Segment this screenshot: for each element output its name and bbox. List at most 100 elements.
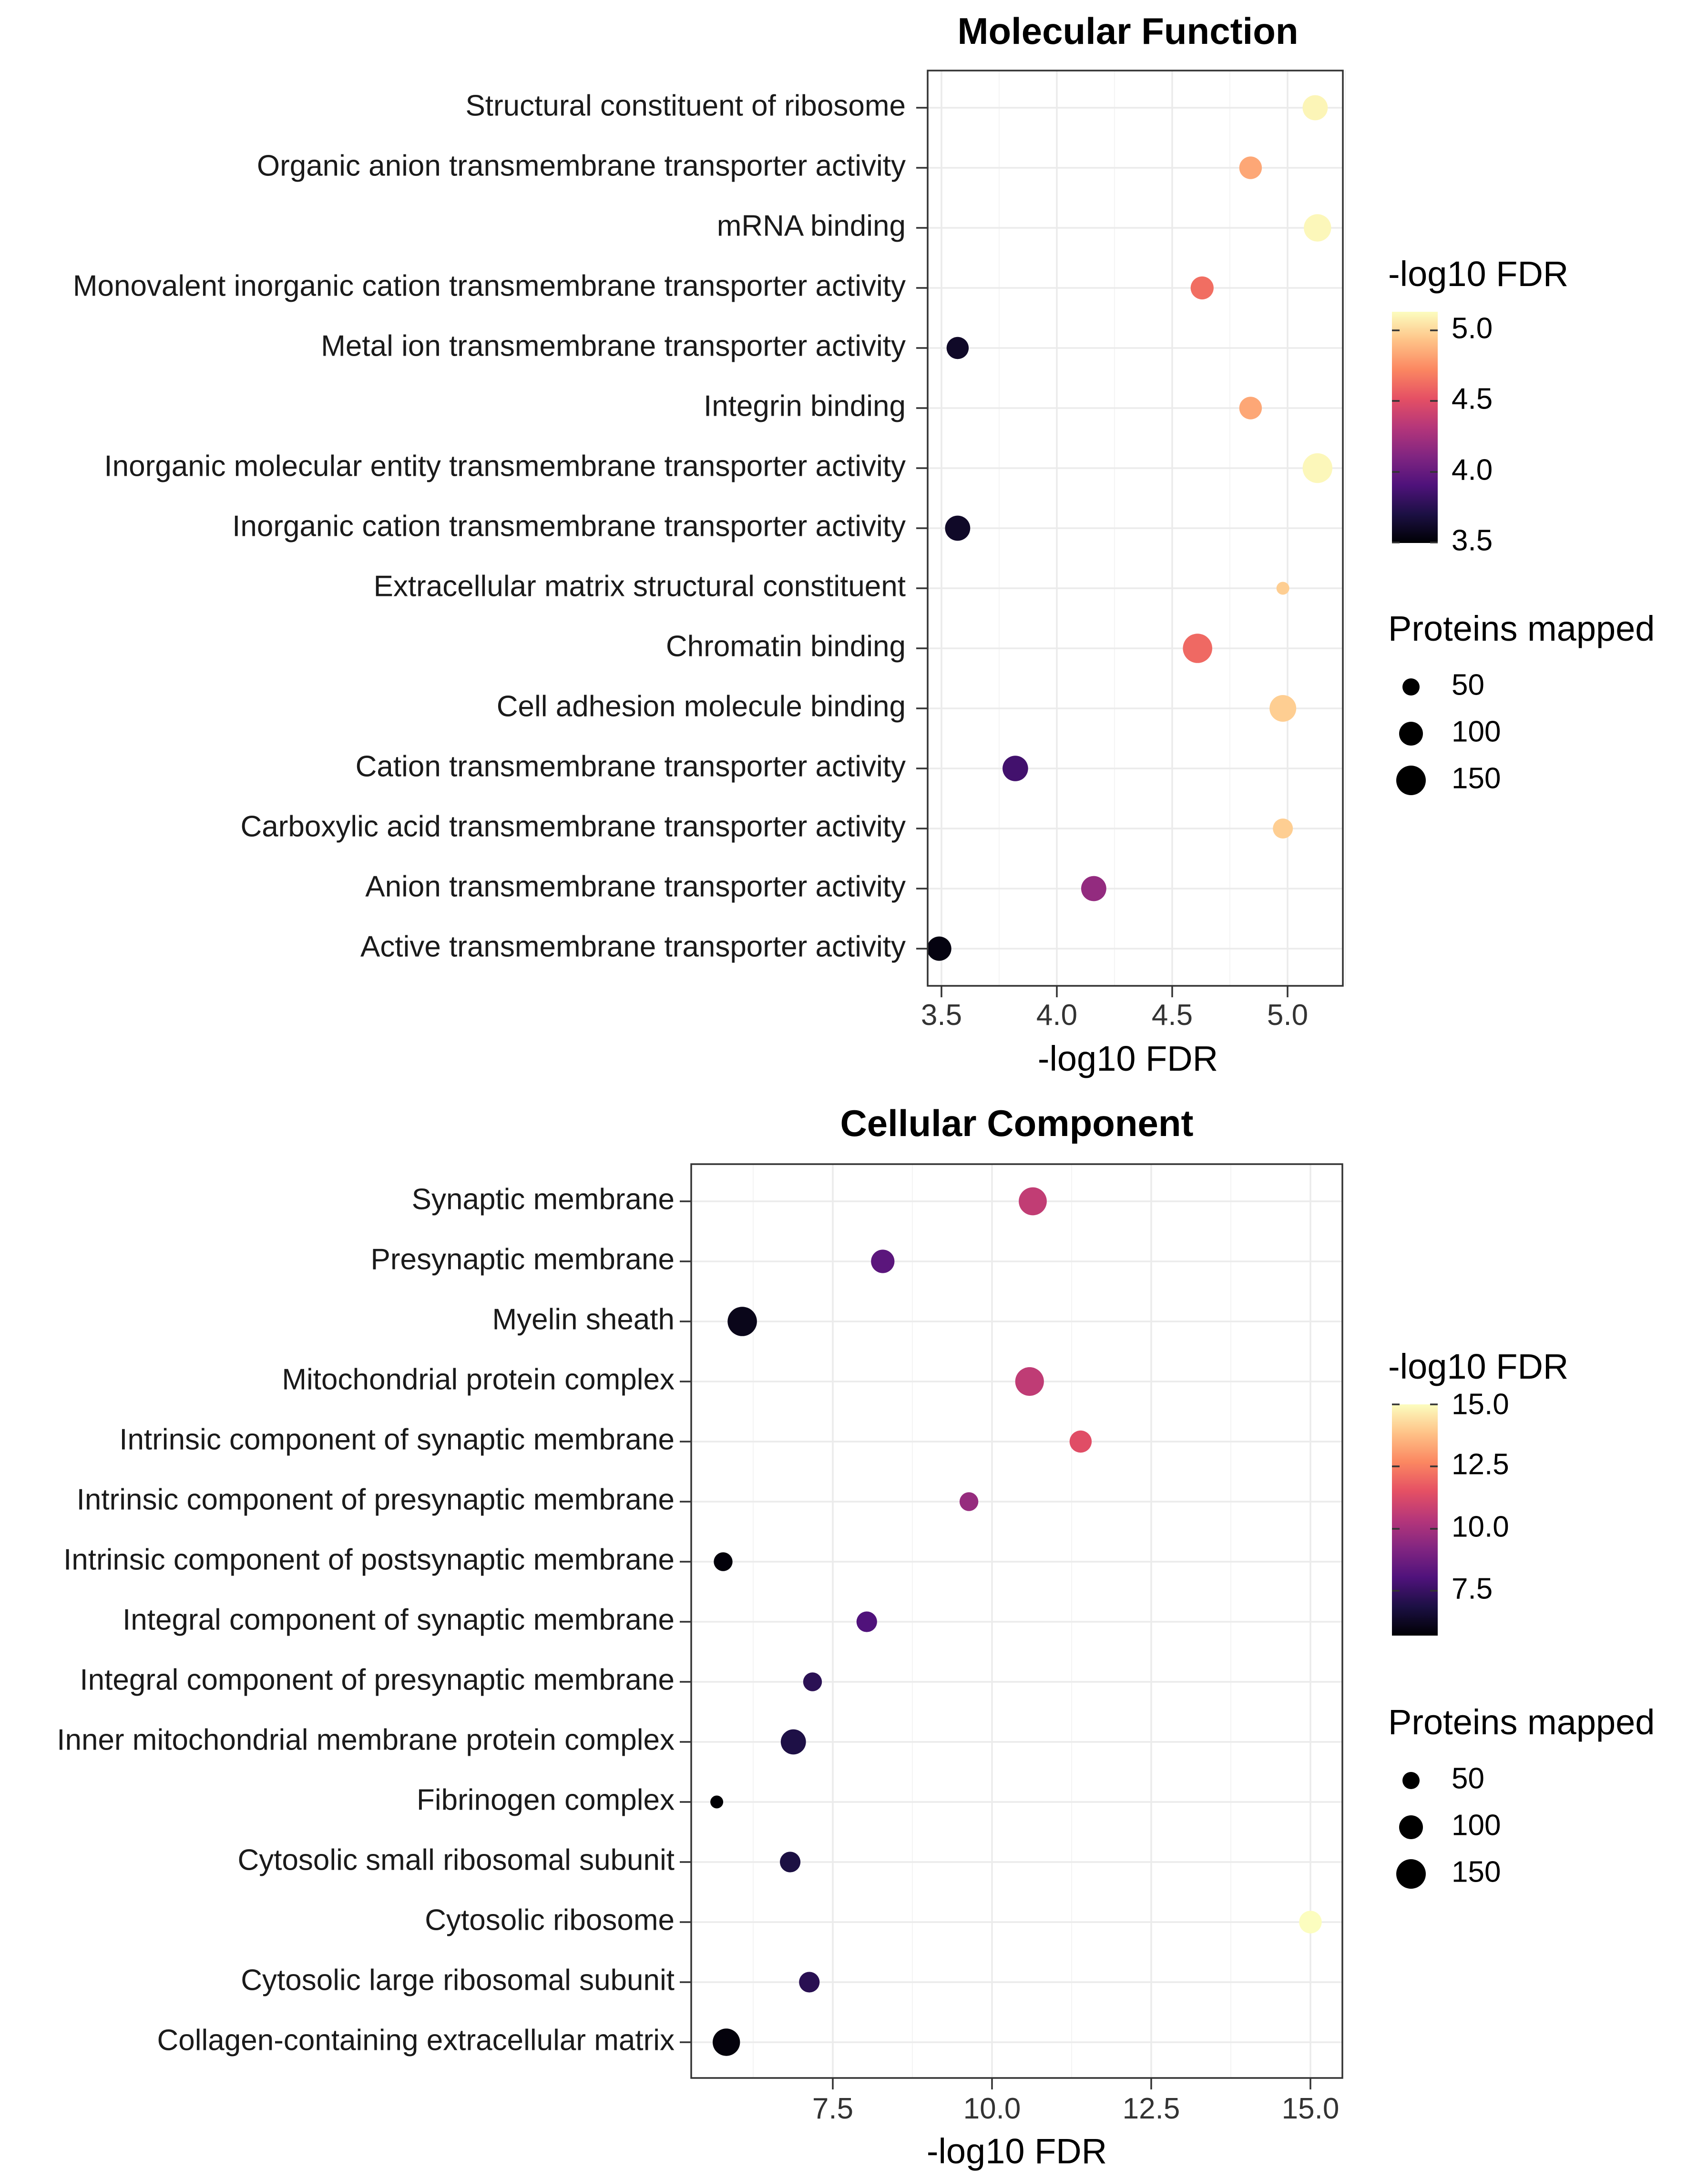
data-point: [946, 337, 969, 359]
category-label: Chromatin binding: [666, 630, 906, 663]
size-legend-dot: [1402, 678, 1420, 696]
colorbar-tick-label: 5.0: [1452, 312, 1493, 345]
colorbar: [1392, 312, 1438, 543]
data-point: [1190, 276, 1214, 300]
data-points: [710, 1187, 1322, 2056]
size-legend-label: 150: [1452, 762, 1501, 795]
data-point: [780, 1852, 801, 1873]
category-label: Integrin binding: [704, 389, 906, 422]
category-label: Cytosolic small ribosomal subunit: [237, 1843, 675, 1876]
data-point: [1239, 397, 1262, 420]
x-tick-label: 4.5: [1152, 999, 1193, 1032]
y-tick-marks: [680, 1200, 691, 2043]
x-tick-label: 10.0: [963, 2092, 1021, 2125]
size-legend-label: 100: [1452, 1809, 1501, 1842]
legend: -log10 FDR 15.0 12.5 10.0 7.5 Proteins m…: [1388, 1347, 1655, 1889]
size-legend-label: 100: [1452, 715, 1501, 748]
category-label: Presynaptic membrane: [371, 1243, 675, 1276]
category-label: Metal ion transmembrane transporter acti…: [321, 329, 906, 362]
data-point: [1002, 756, 1028, 781]
size-legend-label: 50: [1452, 1762, 1484, 1795]
x-tick-label: 4.0: [1036, 999, 1077, 1032]
data-point: [1019, 1187, 1047, 1216]
category-labels: Synaptic membrane Presynaptic membrane M…: [57, 1183, 675, 2057]
colorbar-tick-label: 4.5: [1452, 382, 1493, 415]
chart-molecular-function: Molecular Function: [73, 10, 1655, 1078]
plot-panel: [690, 1163, 1343, 2079]
category-label: Monovalent inorganic cation transmembran…: [73, 269, 906, 302]
data-point: [945, 515, 971, 541]
category-label: Cell adhesion molecule binding: [497, 690, 906, 723]
data-point: [1081, 876, 1106, 901]
color-legend-title: -log10 FDR: [1388, 1347, 1568, 1386]
x-tick-label: 3.5: [921, 999, 962, 1032]
x-axis: 7.5 10.0 12.5 15.0 -log10 FDR: [812, 2078, 1339, 2171]
colorbar-tick-label: 15.0: [1452, 1388, 1509, 1421]
colorbar: [1392, 1404, 1438, 1636]
colorbar-tick-label: 3.5: [1452, 524, 1493, 557]
category-label: Synaptic membrane: [412, 1183, 675, 1216]
data-point: [1239, 156, 1262, 179]
category-label: Integral component of synaptic membrane: [123, 1603, 675, 1636]
data-point: [710, 1795, 724, 1809]
data-point: [799, 1972, 820, 1993]
x-axis: 3.5 4.0 4.5 5.0 -log10 FDR: [921, 986, 1308, 1078]
category-label: Carboxylic acid transmembrane transporte…: [240, 810, 906, 843]
category-label: Myelin sheath: [492, 1303, 675, 1336]
x-tick-label: 12.5: [1123, 2092, 1180, 2125]
data-point: [1269, 695, 1297, 722]
size-legend-title: Proteins mapped: [1388, 609, 1655, 648]
chart-title: Molecular Function: [957, 10, 1298, 52]
colorbar-tick-label: 10.0: [1452, 1510, 1509, 1543]
colorbar-tick-label: 12.5: [1452, 1448, 1509, 1481]
data-point: [713, 2028, 740, 2056]
category-label: Collagen-containing extracellular matrix: [157, 2024, 675, 2057]
category-label: Fibrinogen complex: [417, 1783, 675, 1816]
category-label: Organic anion transmembrane transporter …: [257, 149, 906, 182]
size-legend-dot: [1399, 722, 1423, 746]
data-point: [1015, 1367, 1044, 1396]
colorbar-tick-label: 7.5: [1452, 1572, 1493, 1605]
category-label: Intrinsic component of postsynaptic memb…: [63, 1543, 675, 1576]
data-point: [1302, 453, 1332, 483]
x-axis-title: -log10 FDR: [1038, 1039, 1218, 1078]
data-point: [959, 1492, 979, 1511]
data-point: [803, 1672, 822, 1691]
plot-panel: [927, 70, 1344, 987]
category-label: Intrinsic component of synaptic membrane: [119, 1423, 675, 1456]
category-label: Anion transmembrane transporter activity: [365, 870, 906, 903]
data-point: [871, 1249, 895, 1273]
category-label: Cation transmembrane transporter activit…: [356, 750, 906, 783]
x-axis-title: -log10 FDR: [927, 2131, 1107, 2171]
major-gridlines: [691, 1164, 1342, 2078]
data-point: [1302, 95, 1328, 121]
size-legend-label: 50: [1452, 668, 1484, 701]
category-label: Extracellular matrix structural constitu…: [374, 570, 906, 603]
size-legend-dot: [1402, 1772, 1420, 1789]
colorbar-tick-label: 4.0: [1452, 453, 1493, 486]
data-point: [856, 1611, 877, 1632]
size-legend-label: 150: [1452, 1855, 1501, 1888]
x-tick-label: 15.0: [1282, 2092, 1340, 2125]
data-point: [927, 936, 951, 961]
x-tick-label: 7.5: [812, 2092, 853, 2125]
category-label: Inner mitochondrial membrane protein com…: [57, 1723, 675, 1756]
category-label: Intrinsic component of presynaptic membr…: [77, 1483, 675, 1516]
data-points: [927, 95, 1332, 961]
category-label: Integral component of presynaptic membra…: [80, 1663, 675, 1696]
category-labels: Structural constituent of ribosome Organ…: [73, 89, 906, 963]
size-legend-dot: [1399, 1815, 1423, 1839]
y-tick-marks: [916, 107, 928, 950]
chart-cellular-component: Cellular Component: [57, 1102, 1655, 2171]
data-point: [1299, 1911, 1322, 1934]
size-legend-dot: [1396, 766, 1426, 795]
category-label: Cytosolic large ribosomal subunit: [241, 1964, 675, 1996]
category-label: Mitochondrial protein complex: [282, 1363, 675, 1396]
category-label: Structural constituent of ribosome: [465, 89, 906, 122]
data-point: [1273, 819, 1293, 839]
data-point: [1183, 634, 1212, 663]
chart-title: Cellular Component: [840, 1102, 1193, 1144]
legend: -log10 FDR 5.0 4.5 4.0 3.5 Proteins mapp…: [1388, 254, 1655, 795]
size-legend-title: Proteins mapped: [1388, 1702, 1655, 1742]
